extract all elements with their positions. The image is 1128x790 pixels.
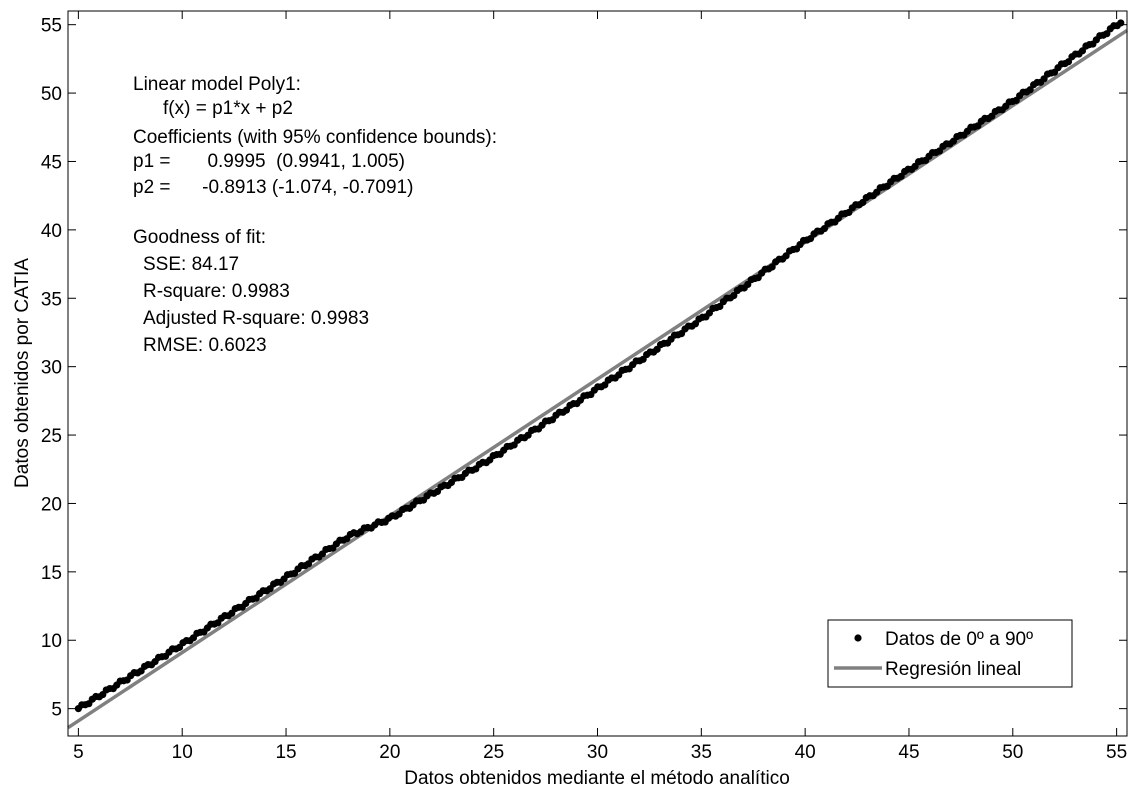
data-point: [768, 263, 776, 271]
y-tick-label: 50: [41, 84, 62, 105]
y-tick-label: 25: [41, 426, 62, 447]
annotation-line: p1 = 0.9995 (0.9941, 1.005): [133, 151, 405, 172]
x-tick-label: 10: [172, 742, 193, 763]
annotation-line: p2 = -0.8913 (-1.074, -0.7091): [133, 177, 413, 198]
annotation-line: Adjusted R-square: 0.9983: [143, 308, 369, 329]
x-tick-label: 55: [1106, 742, 1127, 763]
x-tick-label: 25: [483, 742, 504, 763]
x-axis-label: Datos obtenidos mediante el método analí…: [404, 768, 790, 789]
y-tick-label: 5: [51, 700, 62, 721]
data-points: [74, 19, 1125, 713]
fit-annotation: Linear model Poly1: f(x) = p1*x + p2 Coe…: [133, 74, 497, 356]
data-point: [1117, 19, 1125, 27]
x-tick-label: 20: [379, 742, 400, 763]
annotation-line: R-square: 0.9983: [143, 281, 290, 302]
x-axis-ticks: 5 10 15 20 25 30 35 40 45 50 55: [73, 11, 1127, 763]
y-tick-label: 30: [41, 358, 62, 379]
y-tick-label: 15: [41, 563, 62, 584]
x-tick-label: 45: [898, 742, 919, 763]
x-tick-label: 30: [587, 742, 608, 763]
legend-box: [827, 619, 1073, 688]
x-tick-label: 5: [73, 742, 84, 763]
y-axis-ticks: 5 10 15 20 25 30 35 40 45 50 55: [41, 16, 1127, 721]
x-tick-label: 40: [795, 742, 816, 763]
y-tick-label: 35: [41, 289, 62, 310]
data-point: [730, 292, 738, 300]
annotation-line: Goodness of fit:: [133, 227, 266, 248]
annotation-line: Coefficients (with 95% confidence bounds…: [133, 127, 497, 148]
plot-area: [68, 11, 1127, 736]
y-tick-label: 40: [41, 221, 62, 242]
y-tick-label: 20: [41, 494, 62, 515]
legend-label: Regresión lineal: [885, 659, 1021, 680]
y-axis-label: Datos obtenidos por CATIA: [12, 258, 33, 488]
legend: Datos de 0º a 90º Regresión lineal: [827, 619, 1073, 688]
y-tick-label: 10: [41, 631, 62, 652]
annotation-line: SSE: 84.17: [143, 254, 239, 275]
data-point: [1064, 58, 1073, 66]
annotation-line: Linear model Poly1:: [133, 74, 301, 95]
y-tick-label: 45: [41, 152, 62, 173]
x-tick-label: 35: [691, 742, 712, 763]
annotation-line: f(x) = p1*x + p2: [163, 98, 293, 119]
data-point: [1026, 86, 1034, 94]
x-tick-label: 15: [275, 742, 296, 763]
legend-label: Datos de 0º a 90º: [885, 629, 1033, 650]
annotation-line: RMSE: 0.6023: [143, 335, 267, 356]
x-tick-label: 50: [1002, 742, 1023, 763]
legend-marker-dot: [854, 634, 862, 642]
y-tick-label: 55: [41, 16, 62, 37]
